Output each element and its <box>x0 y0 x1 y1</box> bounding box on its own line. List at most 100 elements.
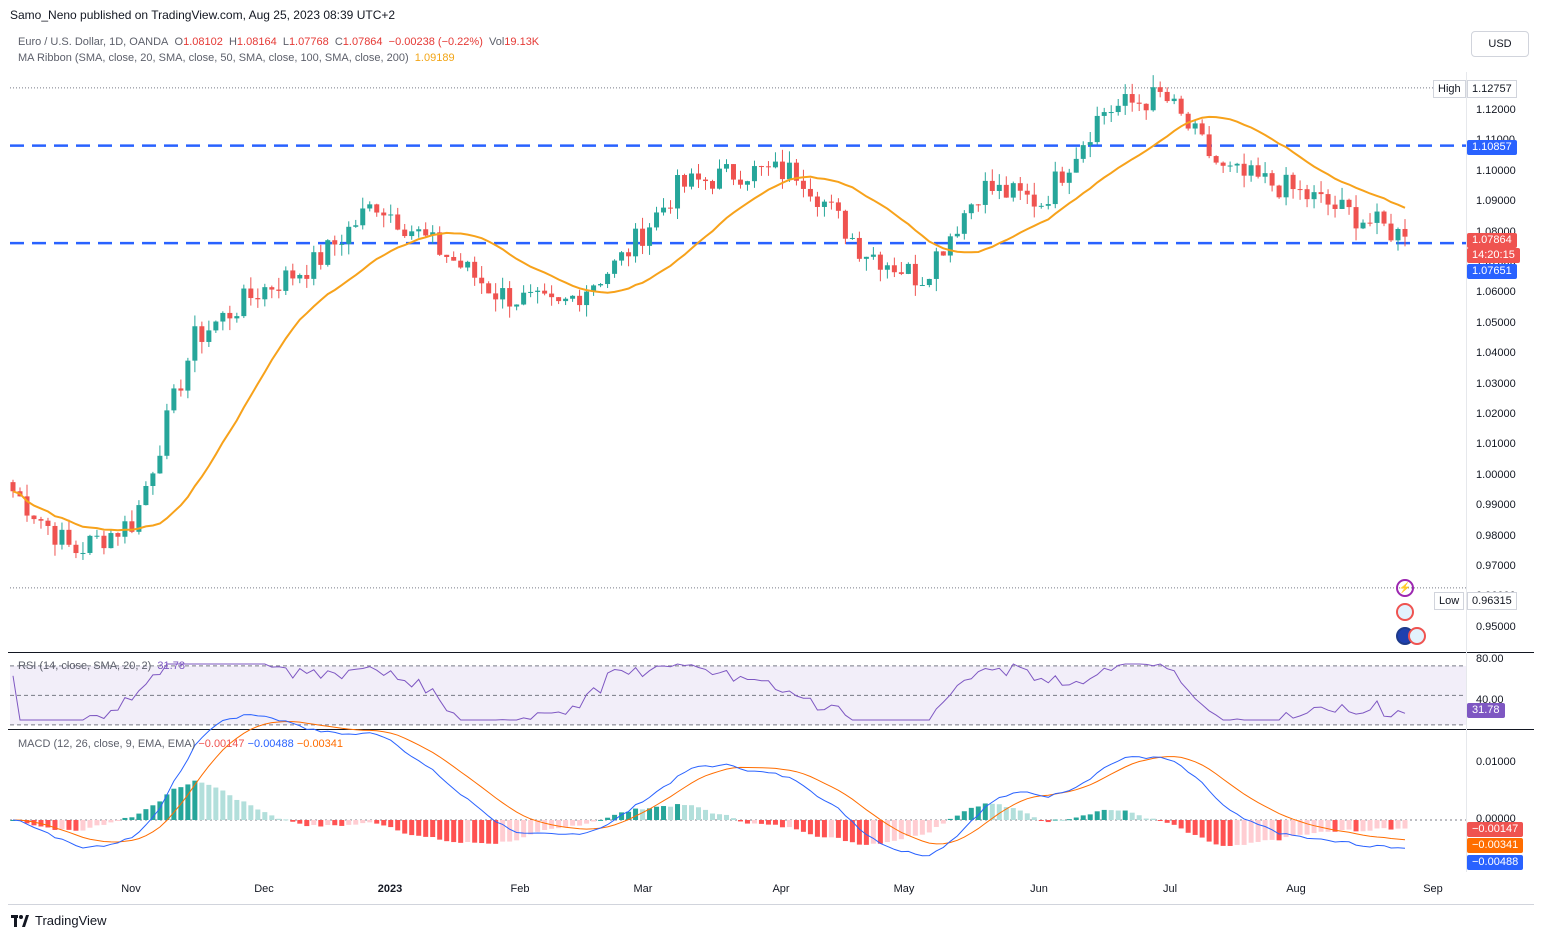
macd-histogram-bar <box>521 820 527 838</box>
macd-histogram-bar <box>1388 820 1394 830</box>
candle-body <box>1045 204 1051 206</box>
macd-histogram-bar <box>206 784 212 820</box>
candle-body <box>255 298 261 300</box>
macd-histogram-bar <box>241 801 247 820</box>
candle-body <box>458 260 464 268</box>
volume-value: 19.13K <box>504 36 540 48</box>
candle-body <box>213 321 219 331</box>
candle-body <box>1157 87 1163 92</box>
macd-histogram-bar <box>73 820 79 831</box>
macd-histogram-bar <box>863 820 869 845</box>
lightning-icon[interactable]: ⚡ <box>1396 579 1414 597</box>
macd-histogram-bar <box>514 820 520 841</box>
candle-body <box>703 179 709 182</box>
macd-histogram-bar <box>1101 809 1107 820</box>
macd-histogram-bar <box>1395 820 1401 829</box>
candle-body <box>1290 174 1296 190</box>
macd-histogram-bar <box>654 806 660 820</box>
macd-histogram-bar <box>465 820 471 842</box>
candle-body <box>542 290 548 294</box>
macd-histogram-bar <box>1353 820 1359 832</box>
macd-histogram-bar <box>647 808 653 820</box>
tradingview-logo[interactable]: TradingView <box>11 913 107 928</box>
us-flag-icon[interactable] <box>1396 603 1414 621</box>
currency-button[interactable]: USD <box>1471 31 1529 57</box>
pane-divider-rsi[interactable] <box>8 652 1534 653</box>
macd-signal-tag: −0.00341 <box>1467 838 1524 853</box>
macd-histogram-bar <box>716 814 722 820</box>
candle-body <box>730 164 736 180</box>
macd-histogram-bar <box>129 817 135 820</box>
rsi-value-tag: 31.78 <box>1467 703 1505 718</box>
rsi-label[interactable]: RSI (14, close, SMA, 20, 2) <box>18 660 152 672</box>
candle-body <box>73 544 79 554</box>
macd-histogram-bar <box>339 820 345 826</box>
macd-histogram-bar <box>1402 820 1408 829</box>
pane-divider-macd[interactable] <box>8 729 1534 730</box>
macd-histogram-bar <box>108 820 114 823</box>
macd-histogram-bar <box>835 820 841 838</box>
low-value-tag: 0.96315 <box>1467 592 1517 610</box>
price-tick: 1.04000 <box>1476 347 1516 360</box>
candle-body <box>339 243 345 245</box>
macd-histogram-bar <box>24 820 30 824</box>
candle-body <box>507 288 513 307</box>
macd-histogram-bar <box>1136 815 1142 820</box>
macd-histogram-bar <box>1122 810 1128 820</box>
macd-histogram-bar <box>430 820 436 838</box>
candle-body <box>1262 173 1268 177</box>
macd-label[interactable]: MACD (12, 26, close, 9, EMA, EMA) <box>18 738 196 750</box>
macd-histogram-bar <box>1185 820 1191 833</box>
macd-histogram-bar <box>52 820 58 830</box>
candle-body <box>1402 228 1408 237</box>
candle-body <box>325 240 331 265</box>
candle-body <box>675 175 681 209</box>
candle-body <box>1269 173 1275 186</box>
candle-body <box>1206 134 1212 157</box>
candle-body <box>318 252 324 265</box>
candle-body <box>38 519 44 521</box>
macd-histogram-bar <box>898 820 904 840</box>
macd-histogram-bar <box>703 809 709 820</box>
macd-histogram-bar <box>996 804 1002 820</box>
ma-label[interactable]: MA Ribbon (SMA, close, 20, SMA, close, 5… <box>18 52 409 64</box>
candle-body <box>1367 222 1373 224</box>
candle-body <box>262 287 268 300</box>
time-tick: Apr <box>772 883 790 895</box>
candle-body <box>157 455 163 474</box>
candle-body <box>598 284 604 286</box>
macd-histogram-bar <box>507 820 513 842</box>
macd-histogram-bar <box>1094 811 1100 820</box>
us-flag-icon-2[interactable] <box>1408 627 1426 645</box>
macd-histogram-bar <box>814 820 820 837</box>
symbol-legend: Euro / U.S. Dollar, 1D, OANDA O1.08102 H… <box>18 36 540 48</box>
macd-histogram-bar <box>1248 820 1254 843</box>
candle-body <box>989 180 995 191</box>
rsi-tick-80: 80.00 <box>1476 653 1504 665</box>
macd-histogram-bar <box>849 820 855 843</box>
symbol-name[interactable]: Euro / U.S. Dollar, 1D, OANDA <box>18 36 169 48</box>
candle-body <box>682 175 688 187</box>
macd-histogram-bar <box>758 820 764 824</box>
candle-body <box>605 273 611 285</box>
macd-histogram-bar <box>395 820 401 831</box>
macd-histogram-bar <box>1066 819 1072 821</box>
macd-histogram-bar <box>793 820 799 830</box>
candle-body <box>1122 94 1128 106</box>
high-value: 1.08164 <box>236 36 277 48</box>
upper-level-tag: 1.10857 <box>1467 140 1517 155</box>
candle-body <box>1248 165 1254 176</box>
macd-histogram-bar <box>933 820 939 827</box>
candle-body <box>744 181 750 185</box>
candle-body <box>723 164 729 169</box>
candle-body <box>1227 165 1233 167</box>
macd-line-tag: −0.00488 <box>1467 855 1524 870</box>
time-tick: Jul <box>1162 883 1178 895</box>
macd-histogram-bar <box>332 820 338 826</box>
candle-body <box>1199 123 1205 135</box>
candle-body <box>758 166 764 168</box>
candle-body <box>1073 158 1079 173</box>
candle-body <box>849 237 855 239</box>
candle-body <box>570 295 576 299</box>
